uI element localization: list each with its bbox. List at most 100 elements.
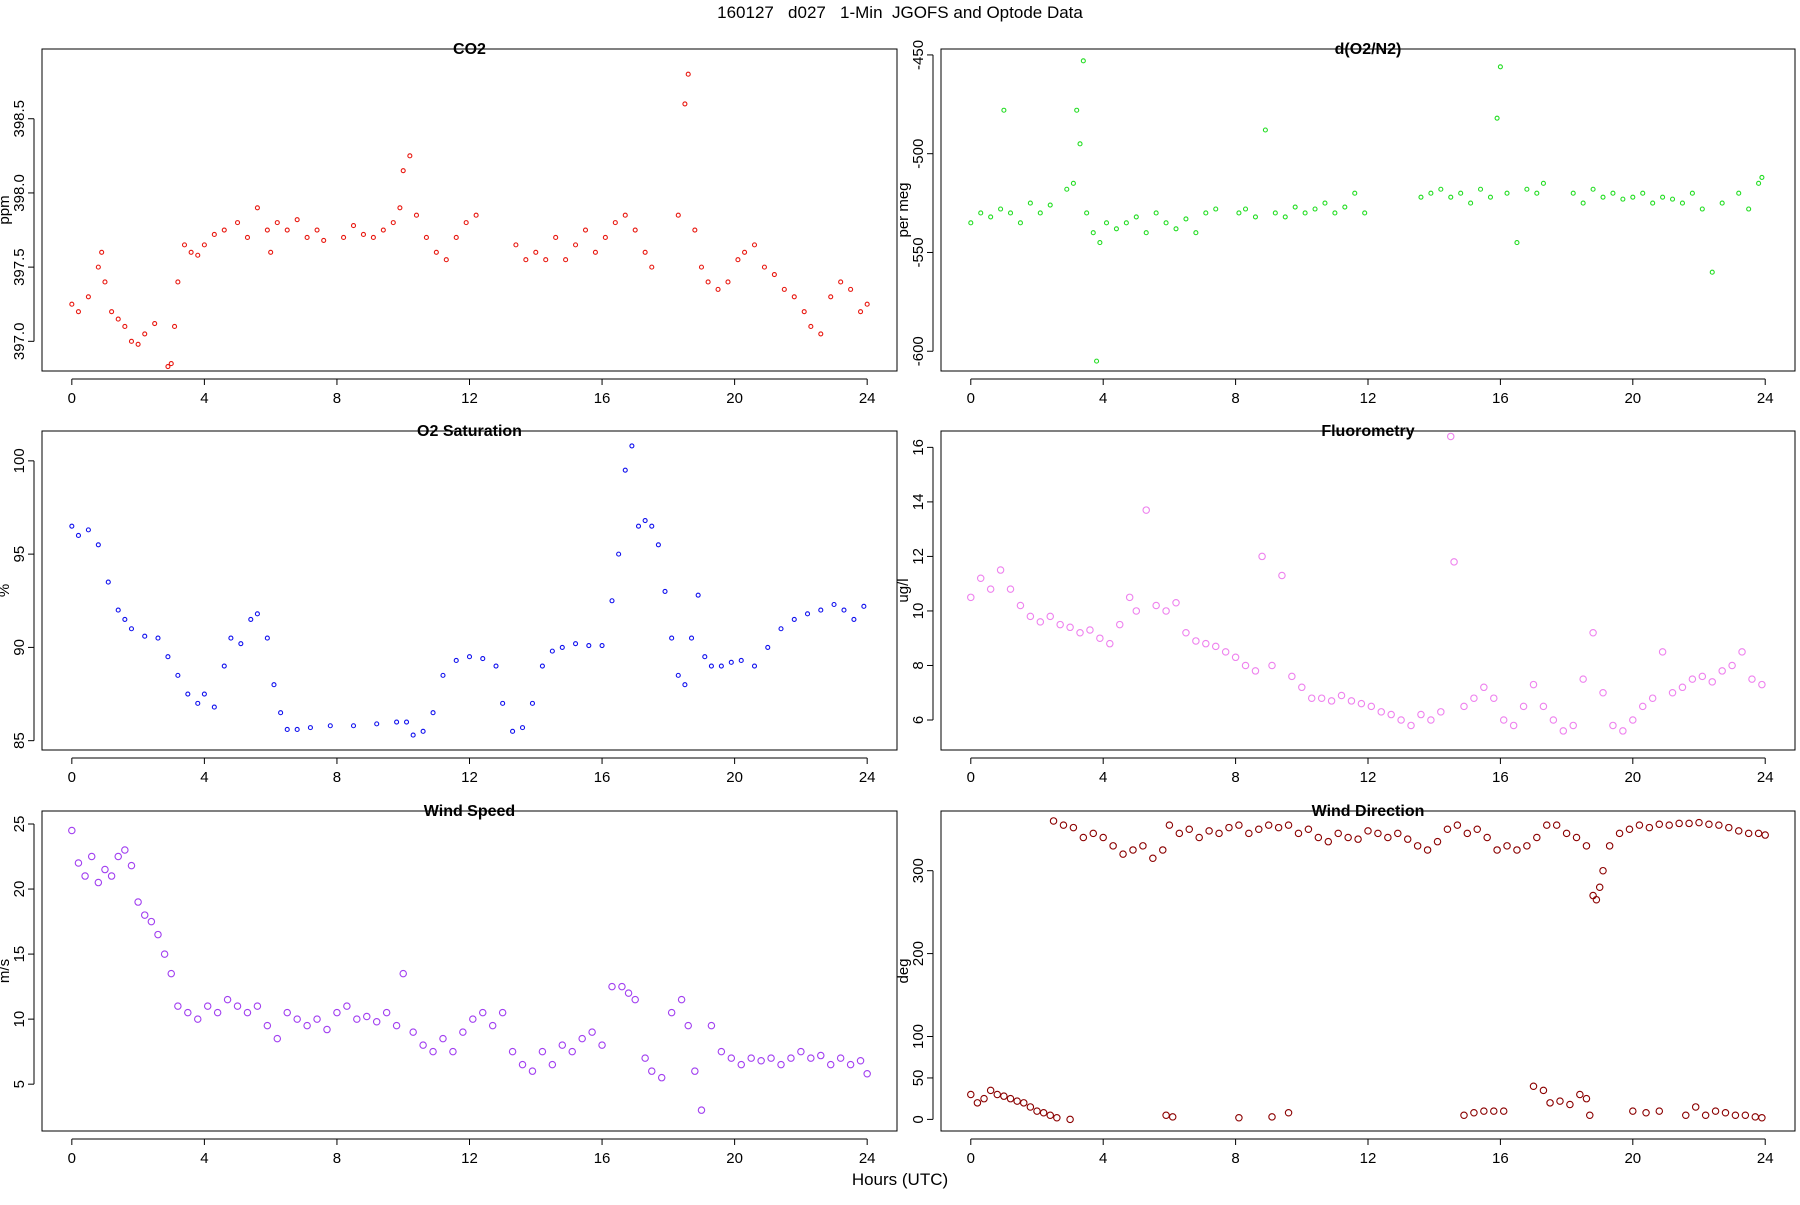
o2-saturation-y-tick-label: 90 xyxy=(11,639,28,656)
co2-data-point xyxy=(168,361,174,367)
fluorometry-data-point xyxy=(1758,680,1766,689)
wind-speed-x-tick-label: 0 xyxy=(68,1150,76,1167)
d-o2-n2-data-point xyxy=(1458,190,1464,196)
co2-data-point xyxy=(572,242,579,248)
fluorometry-data-point xyxy=(1609,721,1617,730)
d-o2-n2-y-tick-label: -550 xyxy=(910,237,927,267)
fluorometry-data-point xyxy=(1106,639,1114,648)
co2-data-point xyxy=(742,249,748,255)
fluorometry-data-point xyxy=(1125,593,1134,602)
d-o2-n2-data-point xyxy=(1322,200,1328,206)
o2-saturation-data-point xyxy=(410,732,416,738)
fluorometry-y-tick-label: 12 xyxy=(910,548,927,565)
co2-data-point xyxy=(715,286,721,292)
d-o2-n2-data-point xyxy=(1514,240,1520,246)
wind-speed-data-point xyxy=(777,1060,785,1069)
d-o2-n2-data-point xyxy=(1580,200,1586,206)
co2-data-point xyxy=(443,257,449,263)
fluorometry-data-point xyxy=(1569,721,1577,730)
o2-saturation-y-tick-label: 85 xyxy=(11,732,28,749)
co2-data-point xyxy=(705,279,711,285)
d-o2-n2-data-point xyxy=(1669,196,1676,202)
co2-data-point xyxy=(254,205,260,211)
fluorometry-data-point xyxy=(1327,697,1336,705)
d-o2-n2-data-point xyxy=(1037,210,1043,216)
d-o2-n2-x-tick-label: 0 xyxy=(967,390,975,407)
o2-saturation-data-point xyxy=(122,616,128,622)
o2-saturation-data-point xyxy=(453,657,459,664)
wind-direction-data-point xyxy=(1595,883,1604,892)
fluorometry-data-point xyxy=(1509,721,1518,730)
fluorometry-data-point xyxy=(1251,667,1260,675)
fluorometry-data-point xyxy=(1559,727,1568,735)
o2-saturation-data-point xyxy=(115,607,121,613)
wind-speed-data-point xyxy=(343,1002,351,1010)
fluorometry-y-axis-label: ug/l xyxy=(895,578,912,602)
wind-speed-data-point xyxy=(429,1047,437,1056)
d-o2-n2-data-point xyxy=(1709,269,1715,275)
co2-data-point xyxy=(400,168,406,174)
o2-saturation-data-point xyxy=(675,672,681,678)
d-o2-n2-data-point xyxy=(1143,230,1149,236)
d-o2-n2-data-point xyxy=(1103,220,1110,226)
wind-direction-x-tick-label: 8 xyxy=(1231,1150,1239,1167)
wind-speed-data-point xyxy=(140,911,149,919)
fluorometry-data-point xyxy=(1162,607,1170,615)
wind-direction-data-point xyxy=(1655,1107,1664,1115)
d-o2-n2-data-point xyxy=(1064,186,1070,192)
o2-saturation-data-point xyxy=(529,700,536,706)
d-o2-n2-data-point xyxy=(1650,200,1656,206)
d-o2-n2-data-point xyxy=(1077,141,1083,147)
fluorometry-data-point xyxy=(1357,699,1366,708)
co2-data-point xyxy=(380,227,386,233)
d-o2-n2-x-tick-label: 20 xyxy=(1624,390,1641,407)
wind-direction-y-axis-label: deg xyxy=(895,958,912,983)
wind-direction-data-point xyxy=(1675,819,1683,828)
wind-direction-data-point xyxy=(1294,829,1303,838)
co2-data-point xyxy=(360,231,367,238)
wind-speed-data-point xyxy=(727,1054,736,1062)
wind-direction-data-point xyxy=(1433,837,1442,846)
d-o2-n2-data-point xyxy=(1759,174,1765,180)
wind-speed-data-point xyxy=(303,1021,311,1030)
wind-direction-data-point xyxy=(1721,1109,1730,1117)
wind-direction-data-point xyxy=(1168,1113,1177,1121)
wind-direction-data-point xyxy=(1731,1111,1740,1119)
fluorometry-data-point xyxy=(1211,642,1220,651)
wind-direction-data-point xyxy=(1513,846,1521,854)
co2-data-point xyxy=(848,286,854,292)
o2-saturation-data-point xyxy=(238,641,244,647)
wind-direction-data-point xyxy=(1324,837,1333,846)
wind-speed-data-point xyxy=(243,1008,252,1017)
co2-data-point xyxy=(828,294,834,300)
wind-speed-data-point xyxy=(253,1002,262,1010)
wind-speed-data-point xyxy=(449,1047,457,1056)
d-o2-n2-data-point xyxy=(1719,200,1725,206)
o2-saturation-data-point xyxy=(466,654,473,660)
wind-direction-data-point xyxy=(1026,1103,1035,1111)
o2-saturation-data-point xyxy=(599,642,605,649)
fluorometry-data-point xyxy=(1367,702,1376,711)
fluorometry-x-tick-label: 24 xyxy=(1757,769,1774,786)
fluorometry-data-point xyxy=(1337,691,1346,700)
wind-direction-data-point xyxy=(1403,835,1412,843)
fluorometry-data-point xyxy=(967,593,975,602)
co2-data-point xyxy=(115,316,121,322)
co2-data-point xyxy=(675,212,681,218)
co2-data-point xyxy=(602,234,608,241)
co2-data-point xyxy=(234,220,241,226)
fluorometry-data-point xyxy=(1056,620,1064,629)
wind-direction-y-tick-label: 100 xyxy=(910,1024,927,1049)
wind-speed-data-point xyxy=(624,989,633,997)
co2-data-point xyxy=(102,279,108,285)
wind-speed-data-point xyxy=(160,950,169,958)
wind-speed-data-point xyxy=(283,1008,291,1017)
d-o2-n2-data-point xyxy=(1183,216,1189,222)
wind-speed-data-point xyxy=(648,1067,656,1075)
fluorometry-data-point xyxy=(1519,702,1528,711)
fluorometry-data-point xyxy=(1480,683,1488,692)
d-o2-n2-y-tick-label: -450 xyxy=(910,40,927,70)
wind-direction-data-point xyxy=(993,1090,1002,1099)
d-o2-n2-data-point xyxy=(1504,190,1510,196)
fluorometry-data-point xyxy=(1427,716,1435,724)
